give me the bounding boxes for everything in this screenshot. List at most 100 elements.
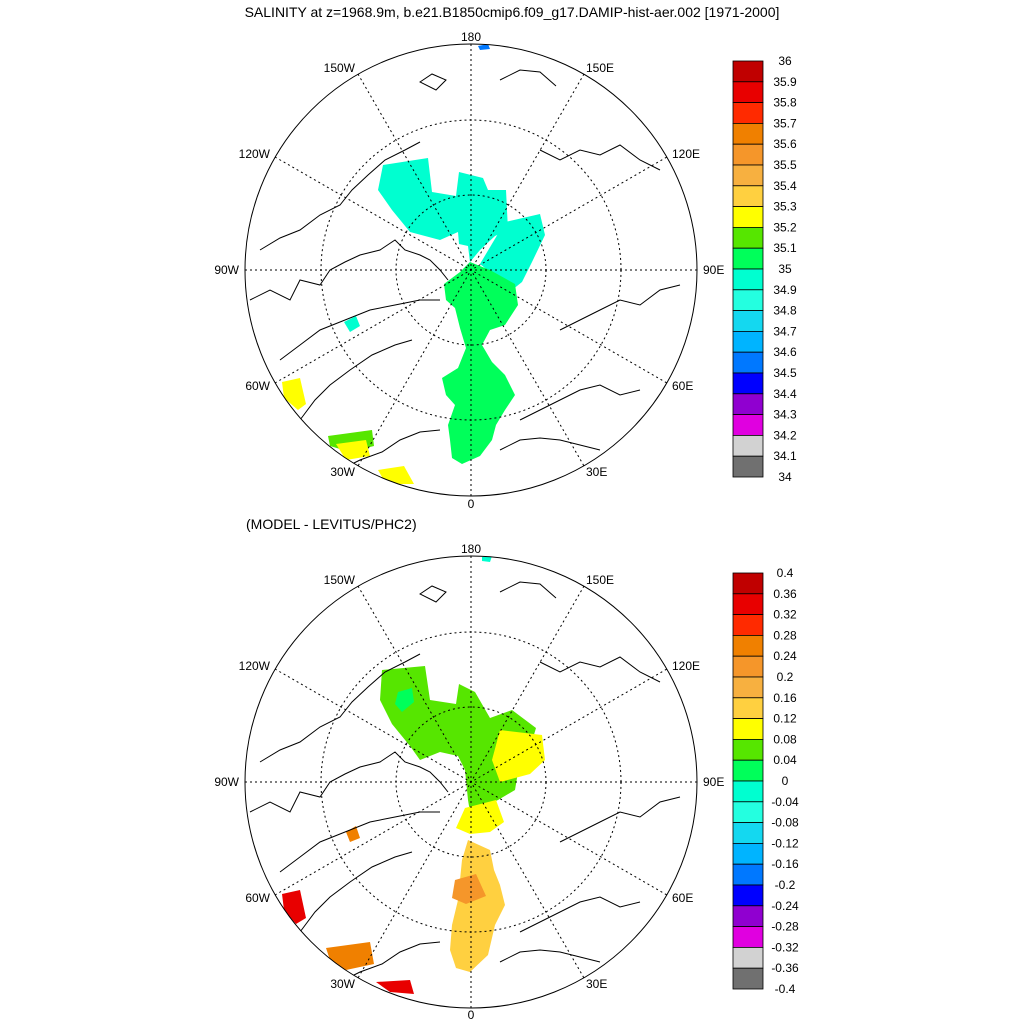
bottom-diff-tiny-cyan <box>482 556 492 562</box>
colorbar_top-swatch-13 <box>732 330 764 353</box>
bottom-lon-90e: 90E <box>703 775 724 789</box>
colorbar_top-label-20: 34 <box>778 470 792 484</box>
colorbar_bottom-swatch-15 <box>732 884 764 907</box>
colorbar_bottom-swatch-14 <box>732 863 764 886</box>
colorbar_top-label-19: 34.1 <box>773 449 797 463</box>
difference-subtitle: (MODEL - LEVITUS/PHC2) <box>246 516 417 532</box>
top-map-field <box>249 44 681 484</box>
top-coastlines <box>249 69 681 471</box>
colorbar_bottom-swatch-13 <box>732 843 764 865</box>
colorbar_top-swatch-5 <box>732 164 764 187</box>
bottom-lon-150w: 150W <box>324 573 356 587</box>
bottom-diff-region-0.1b <box>456 800 504 834</box>
bottom-lon-30e: 30E <box>586 977 607 991</box>
colorbar_bottom-swatch-18 <box>732 947 764 969</box>
colorbar_top-swatch-8 <box>732 226 764 249</box>
colorbar_bottom-swatch-17 <box>732 926 764 948</box>
colorbar_top-swatch-19 <box>732 455 764 478</box>
top-lon-90w: 90W <box>214 263 239 277</box>
bottom-diff-region-0.04 <box>380 666 536 812</box>
colorbar_top-swatch-15 <box>732 372 764 395</box>
colorbar_bottom-label-7: 0.12 <box>773 712 797 726</box>
colorbar_bottom-swatch-2 <box>732 614 764 636</box>
colorbar_top-swatch-14 <box>732 351 764 374</box>
top-salinity-region-35.0 <box>442 262 518 464</box>
top-salinity-patch-35.3b <box>378 466 414 484</box>
colorbar_top-swatch-6 <box>732 185 764 208</box>
colorbar_bottom-label-9: 0.04 <box>773 753 797 767</box>
bottom-colorbar: 0.4 0.36 0.32 0.28 0.24 0.2 0.16 0.12 0.08 0.04 0 -… <box>732 566 799 996</box>
colorbar_top-swatch-10 <box>732 268 764 291</box>
colorbar_bottom-label-11: -0.04 <box>771 795 799 809</box>
colorbar_top-label-11: 34.9 <box>773 283 797 297</box>
colorbar_top-label-17: 34.3 <box>773 408 797 422</box>
colorbar_bottom-swatch-8 <box>732 739 764 761</box>
colorbar_bottom-swatch-10 <box>732 780 764 803</box>
bottom-lon-30w: 30W <box>330 977 355 991</box>
colorbar_bottom-swatch-3 <box>732 635 764 657</box>
top-map-border <box>244 43 698 497</box>
bottom-lon-120e: 120E <box>672 659 700 673</box>
top-salinity-patch-35.3a <box>282 378 306 410</box>
colorbar_bottom-swatch-11 <box>732 801 764 823</box>
top-colorbar: 36 35.9 35.8 35.7 35.6 35.5 35.4 35.3 35.2 35.1 35… <box>732 54 797 484</box>
top-salinity-small-patch <box>344 316 360 332</box>
top-lon-90e: 90E <box>703 263 724 277</box>
top-lon-0: 0 <box>468 497 475 511</box>
colorbar_top-label-0: 36 <box>778 54 792 68</box>
colorbar_top-label-3: 35.7 <box>773 116 797 130</box>
colorbar_bottom-label-4: 0.24 <box>773 649 797 663</box>
colorbar_top-label-16: 34.4 <box>773 387 797 401</box>
top-salinity-region-34.9 <box>378 158 508 262</box>
colorbar_top-label-5: 35.5 <box>773 158 797 172</box>
colorbar_bottom-label-6: 0.16 <box>773 691 797 705</box>
bottom-lon-90w: 90W <box>214 775 239 789</box>
bottom-graticule <box>245 556 697 1008</box>
bottom-diff-region-0.1a <box>492 730 545 782</box>
colorbar_bottom-label-5: 0.2 <box>777 670 794 684</box>
top-lon-30w: 30W <box>330 465 355 479</box>
plot-title: SALINITY at z=1968.9m, b.e21.B1850cmip6.… <box>244 4 780 20</box>
colorbar_top-swatch-2 <box>732 102 764 124</box>
colorbar_top-label-7: 35.3 <box>773 200 797 214</box>
top-lon-60e: 60E <box>672 379 693 393</box>
colorbar_top-label-4: 35.6 <box>773 137 797 151</box>
colorbar_top-swatch-17 <box>732 414 764 436</box>
colorbar_bottom-swatch-16 <box>732 905 764 927</box>
bottom-lon-120w: 120W <box>239 659 271 673</box>
bottom-lon-180: 180 <box>461 542 481 556</box>
bottom-diff-patch-red-b <box>376 980 414 994</box>
colorbar_top-swatch-18 <box>732 434 764 457</box>
colorbar_bottom-label-16: -0.24 <box>771 899 799 913</box>
top-lon-150w: 150W <box>324 61 356 75</box>
colorbar_top-label-9: 35.1 <box>773 241 797 255</box>
colorbar_top-label-13: 34.7 <box>773 324 797 338</box>
colorbar_bottom-swatch-9 <box>732 759 764 782</box>
colorbar_bottom-label-13: -0.12 <box>771 836 799 850</box>
colorbar_bottom-label-15: -0.2 <box>775 878 796 892</box>
bottom-lon-60w: 60W <box>245 891 270 905</box>
top-lon-180: 180 <box>461 30 481 44</box>
bottom-diff-patch-orange <box>326 942 374 970</box>
colorbar_bottom-label-3: 0.28 <box>773 628 797 642</box>
bottom-diff-region-0.14 <box>450 840 505 972</box>
colorbar_top-swatch-12 <box>732 310 764 332</box>
colorbar_top-label-18: 34.2 <box>773 428 797 442</box>
colorbar_bottom-label-14: -0.16 <box>771 857 799 871</box>
colorbar_bottom-label-8: 0.08 <box>773 732 797 746</box>
bottom-lon-60e: 60E <box>672 891 693 905</box>
colorbar_top-label-2: 35.8 <box>773 96 797 110</box>
bottom-diff-patch-0.2 <box>452 874 486 904</box>
top-lon-60w: 60W <box>245 379 270 393</box>
colorbar_bottom-swatch-4 <box>732 655 764 678</box>
bottom-map-field <box>249 556 681 994</box>
top-lon-120e: 120E <box>672 147 700 161</box>
colorbar_bottom-label-18: -0.32 <box>771 940 799 954</box>
colorbar_top-swatch-4 <box>732 143 764 166</box>
colorbar_bottom-swatch-6 <box>732 697 764 719</box>
colorbar_top-swatch-11 <box>732 289 764 311</box>
bottom-map: 180 0 90W 90E 150W 120W 60W 30W 150E 120… <box>214 542 724 1022</box>
top-salinity-tiny-blue <box>478 44 490 50</box>
colorbar_bottom-label-20: -0.4 <box>775 982 796 996</box>
